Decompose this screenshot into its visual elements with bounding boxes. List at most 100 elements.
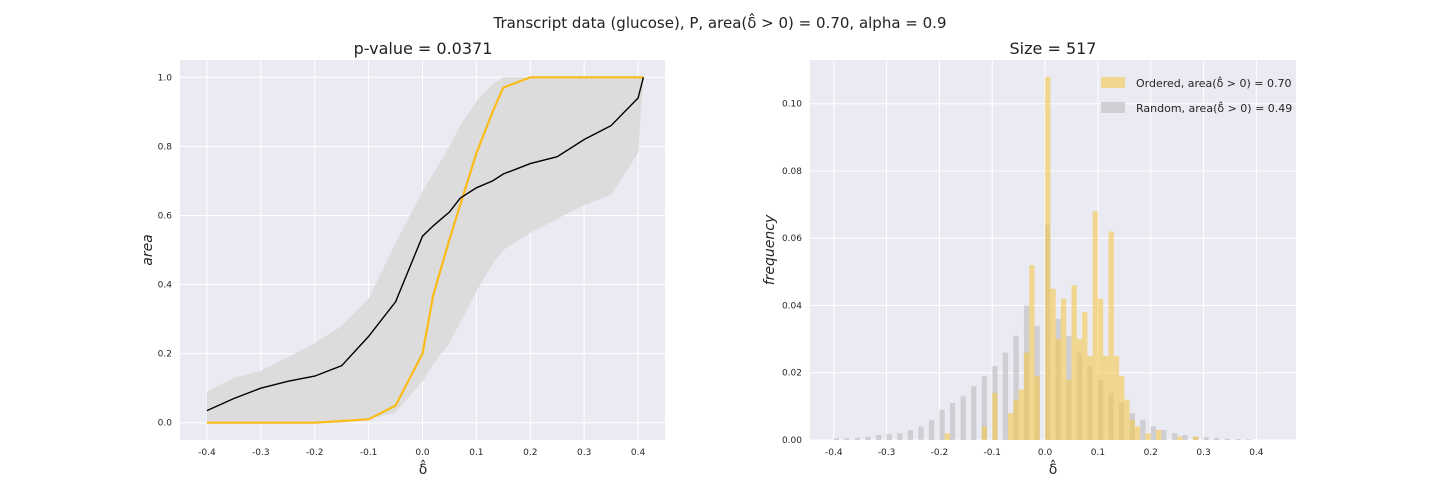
- ordered-histogram-bar: [1092, 211, 1098, 440]
- left-y-tick-label: 0.2: [158, 350, 172, 360]
- ordered-histogram-bar: [1129, 419, 1135, 440]
- random-histogram-bar: [897, 433, 903, 440]
- random-histogram-bar: [950, 403, 956, 440]
- ordered-histogram-bar: [1097, 298, 1104, 440]
- ordered-histogram-bar: [1071, 285, 1077, 440]
- random-histogram-bar: [1140, 419, 1146, 440]
- ordered-histogram-bar: [1066, 379, 1072, 440]
- left-x-tick-label: -0.1: [360, 448, 378, 458]
- random-histogram-bar: [886, 433, 892, 440]
- ordered-histogram-bar: [1119, 376, 1125, 440]
- random-histogram-bar: [854, 437, 861, 440]
- random-area-line: [206, 77, 645, 412]
- ordered-histogram-bar: [1145, 433, 1151, 440]
- right-panel-title: Size = 517: [1010, 39, 1097, 58]
- random-histogram-bar: [1203, 437, 1209, 440]
- random-histogram-bar: [844, 438, 850, 440]
- ordered-histogram-bar: [1029, 265, 1035, 440]
- ordered-histogram-bar: [1103, 355, 1109, 440]
- ordered-histogram-bar: [1087, 355, 1093, 440]
- random-histogram-bar: [971, 386, 977, 440]
- random-histogram-bar: [1171, 433, 1178, 440]
- histogram-panel: Size = 517 -0.4 -0.3 -0.2 -0.1 0.0 0.1 0.2 0.3 0…: [762, 39, 1296, 478]
- ordered-histogram-bar: [1013, 399, 1019, 440]
- ordered-histogram-bar: [1060, 298, 1067, 440]
- left-y-tick-labels: 0.0 0.2 0.4 0.6 0.8 1.0: [158, 73, 173, 428]
- ordered-histogram-bar: [1177, 436, 1183, 440]
- left-panel-title: p-value = 0.0371: [354, 39, 493, 58]
- left-x-tick-label: 0.1: [469, 448, 483, 458]
- ordered-histogram-bar: [944, 433, 950, 440]
- right-y-tick-label: 0.00: [782, 436, 802, 446]
- right-y-tick-label: 0.06: [782, 234, 802, 244]
- ordered-histogram-bar: [1113, 355, 1120, 440]
- right-x-tick-label: 0.1: [1091, 448, 1105, 458]
- ordered-histogram-bar: [1018, 389, 1024, 440]
- ordered-histogram-bar: [1124, 399, 1130, 440]
- ordered-area-line: [206, 76, 644, 424]
- ordered-histogram-bar: [1134, 426, 1141, 440]
- random-histogram-bar: [907, 429, 913, 440]
- random-histogram-bar: [1224, 438, 1230, 440]
- random-histogram-bar: [1182, 435, 1188, 440]
- left-x-tick-label: -0.2: [306, 448, 324, 458]
- ordered-histogram-bar: [1034, 376, 1040, 440]
- ordered-histogram: [944, 76, 1199, 441]
- random-histogram-bar: [1161, 429, 1167, 440]
- random-confidence-band: [206, 77, 644, 423]
- ordered-histogram-bar: [1108, 231, 1114, 440]
- right-x-tick-label: -0.2: [931, 448, 949, 458]
- legend-label-random: Random, area(δ̂ > 0) = 0.49: [1136, 101, 1292, 115]
- figure-suptitle: Transcript data (glucose), P, area(δ̂ > …: [493, 12, 947, 32]
- left-y-tick-label: 0.4: [158, 281, 173, 291]
- random-histogram-bar: [1235, 439, 1241, 440]
- area-curve-panel: p-value = 0.0371 -0.4 -0.3 -0.2 -0.1 0.0 0.1 0…: [140, 39, 665, 478]
- ordered-histogram-bar: [1082, 312, 1088, 440]
- legend-label-ordered: Ordered, area(δ̂ > 0) = 0.70: [1136, 76, 1292, 90]
- random-histogram-bar: [1013, 335, 1019, 440]
- random-histogram-bar: [939, 409, 945, 440]
- random-histogram-bar: [928, 419, 935, 440]
- ordered-histogram-bar: [1156, 429, 1162, 440]
- ordered-histogram-bar: [1050, 288, 1056, 440]
- ordered-histogram-bar: [1055, 339, 1061, 440]
- ordered-histogram-bar: [1023, 352, 1030, 440]
- left-y-tick-label: 0.8: [158, 142, 173, 152]
- left-y-axis-label: area: [140, 234, 156, 266]
- left-x-tick-labels: -0.4 -0.3 -0.2 -0.1 0.0 0.1 0.2 0.3 0.4: [198, 448, 645, 458]
- ordered-histogram-bar: [1008, 413, 1014, 440]
- left-y-tick-label: 1.0: [158, 73, 173, 83]
- left-y-tick-label: 0.0: [158, 419, 173, 429]
- random-histogram-bar: [865, 436, 871, 440]
- left-x-tick-label: 0.4: [631, 448, 646, 458]
- left-x-tick-label: 0.2: [523, 448, 537, 458]
- right-y-tick-label: 0.02: [782, 369, 802, 379]
- random-histogram-bar: [1245, 439, 1252, 440]
- random-histogram-bar: [1214, 438, 1220, 440]
- right-x-tick-label: -0.4: [825, 448, 843, 458]
- ordered-histogram-bar: [1076, 339, 1083, 440]
- left-x-tick-label: -0.4: [198, 448, 216, 458]
- ordered-histogram-bar: [981, 426, 987, 440]
- random-histogram-bar: [833, 438, 840, 440]
- ordered-histogram-bar: [1045, 76, 1051, 441]
- random-histogram-bar: [918, 426, 924, 440]
- left-x-tick-label: -0.3: [252, 448, 270, 458]
- right-x-tick-label: -0.1: [983, 448, 1001, 458]
- left-x-tick-label: 0.3: [577, 448, 591, 458]
- right-y-tick-label: 0.08: [782, 167, 802, 177]
- right-x-tick-label: -0.3: [878, 448, 896, 458]
- right-x-tick-label: 0.3: [1196, 448, 1210, 458]
- right-y-tick-label: 0.04: [782, 301, 802, 311]
- left-x-tick-label: 0.0: [415, 448, 430, 458]
- random-histogram-bar: [981, 376, 987, 440]
- right-x-tick-labels: -0.4 -0.3 -0.2 -0.1 0.0 0.1 0.2 0.3 0.4: [825, 448, 1264, 458]
- random-histogram-bar: [1150, 426, 1156, 440]
- legend-swatch-ordered: [1101, 77, 1125, 88]
- random-histogram-bar: [960, 396, 966, 440]
- right-x-tick-label: 0.0: [1038, 448, 1053, 458]
- right-y-tick-labels: 0.00 0.02 0.04 0.06 0.08 0.10: [782, 100, 802, 446]
- left-y-tick-label: 0.6: [158, 211, 173, 221]
- histogram-legend: Ordered, area(δ̂ > 0) = 0.70 Random, are…: [1101, 76, 1292, 115]
- right-x-axis-label: δ̂: [1049, 459, 1058, 478]
